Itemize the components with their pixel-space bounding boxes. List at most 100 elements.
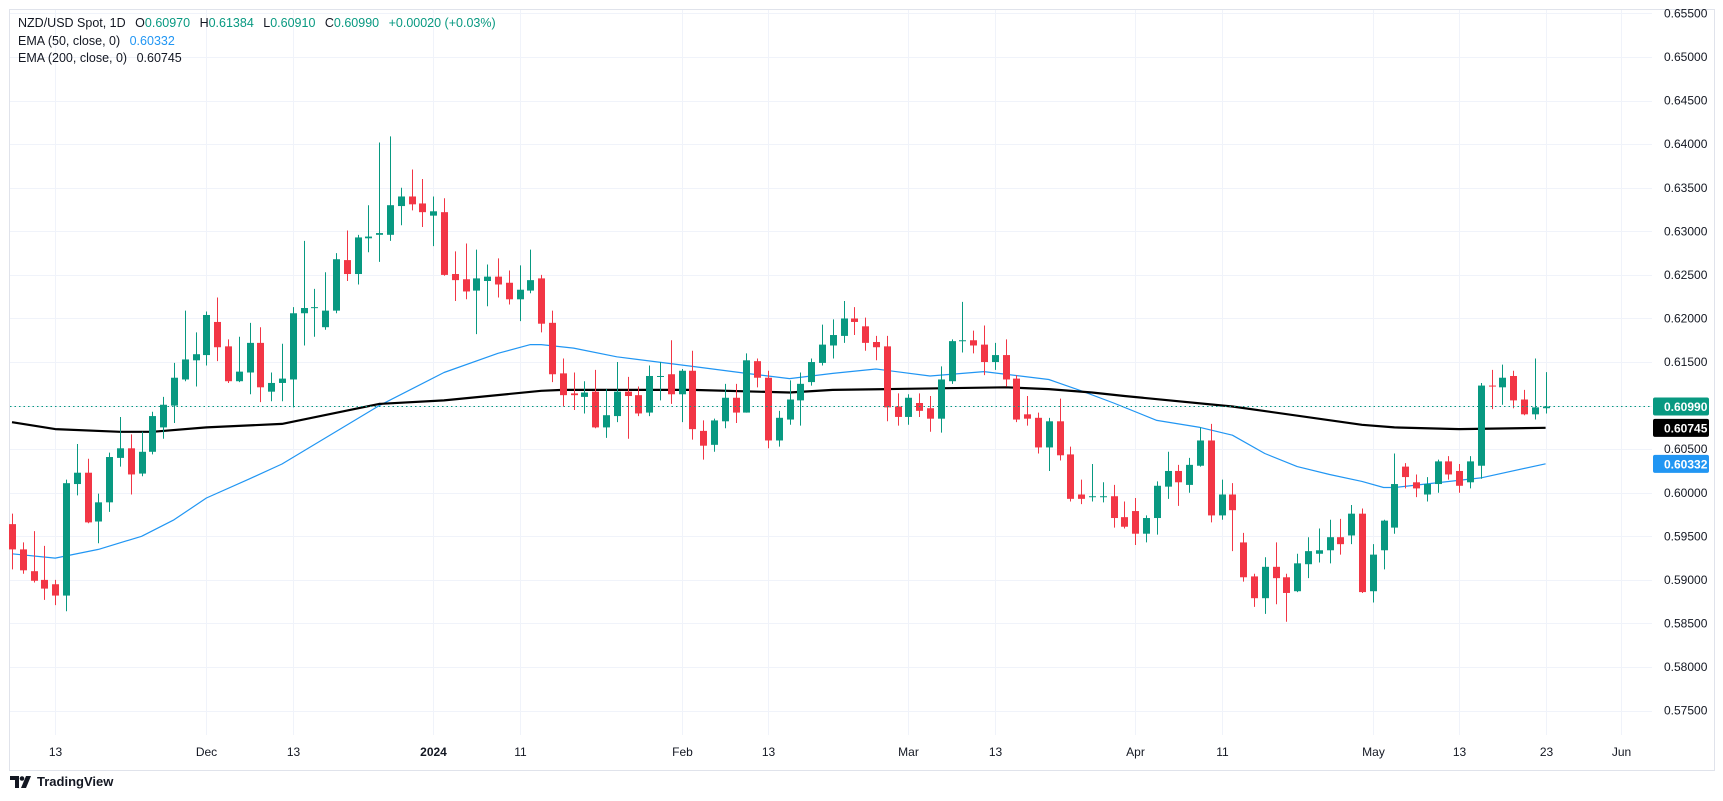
candle[interactable] (711, 418, 718, 452)
candle[interactable] (257, 327, 264, 403)
candle[interactable] (916, 393, 923, 417)
candle[interactable] (1413, 474, 1420, 498)
candle[interactable] (970, 330, 977, 354)
candle[interactable] (808, 358, 815, 386)
candle[interactable] (117, 416, 124, 467)
candle[interactable] (700, 420, 707, 460)
candle[interactable] (31, 531, 38, 583)
candle[interactable] (1197, 427, 1204, 467)
candle[interactable] (365, 205, 372, 253)
candle[interactable] (1273, 542, 1280, 605)
candle[interactable] (1316, 528, 1323, 563)
candle[interactable] (635, 386, 642, 417)
candle[interactable] (1532, 358, 1539, 420)
candle[interactable] (625, 376, 632, 439)
candle[interactable] (41, 545, 48, 600)
candle[interactable] (819, 324, 826, 366)
candle[interactable] (1229, 483, 1236, 552)
candle[interactable] (895, 393, 902, 426)
candle[interactable] (657, 362, 664, 401)
candle[interactable] (959, 301, 966, 353)
candle[interactable] (646, 365, 653, 417)
candle[interactable] (614, 362, 621, 423)
candle[interactable] (581, 381, 588, 414)
legend-ema200-row[interactable]: EMA (200, close, 0) 0.60745 (18, 50, 496, 68)
candle[interactable] (1435, 459, 1442, 493)
candle[interactable] (862, 317, 869, 351)
candle[interactable] (592, 369, 599, 429)
candle[interactable] (905, 394, 912, 425)
candle[interactable] (1489, 369, 1496, 410)
candle[interactable] (1219, 479, 1226, 520)
candle[interactable] (949, 339, 956, 384)
candle[interactable] (927, 396, 934, 432)
candle[interactable] (603, 389, 610, 438)
candle[interactable] (765, 370, 772, 449)
candle[interactable] (387, 136, 394, 241)
candle[interactable] (1456, 463, 1463, 493)
candle[interactable] (1381, 519, 1388, 570)
candle[interactable] (236, 336, 243, 383)
candle[interactable] (830, 319, 837, 359)
candle[interactable] (160, 396, 167, 439)
candle[interactable] (506, 270, 513, 305)
candle[interactable] (1543, 372, 1550, 414)
candle[interactable] (430, 196, 437, 247)
candle[interactable] (63, 479, 70, 612)
candle[interactable] (787, 380, 794, 425)
candle[interactable] (279, 343, 286, 402)
candle[interactable] (1305, 537, 1312, 579)
candle[interactable] (333, 253, 340, 314)
candle[interactable] (733, 383, 740, 424)
candle[interactable] (1402, 463, 1409, 489)
candle[interactable] (171, 362, 178, 424)
candle[interactable] (571, 372, 578, 410)
candle[interactable] (754, 358, 761, 388)
candle[interactable] (1294, 553, 1301, 593)
candle[interactable] (452, 251, 459, 302)
candle[interactable] (981, 325, 988, 376)
candle[interactable] (517, 265, 524, 322)
candle[interactable] (214, 297, 221, 362)
candle[interactable] (409, 169, 416, 211)
candle[interactable] (1089, 463, 1096, 502)
candle[interactable] (689, 350, 696, 440)
candle[interactable] (203, 311, 210, 366)
candle[interactable] (290, 307, 297, 408)
candle[interactable] (95, 493, 102, 544)
candle[interactable] (776, 410, 783, 447)
candle[interactable] (1467, 456, 1474, 489)
candle[interactable] (1003, 339, 1010, 387)
candle[interactable] (419, 179, 426, 227)
candle[interactable] (463, 243, 470, 300)
candle[interactable] (1251, 573, 1258, 607)
candle[interactable] (851, 307, 858, 336)
candle[interactable] (1370, 544, 1377, 603)
candle[interactable] (301, 240, 308, 346)
candle[interactable] (128, 434, 135, 495)
candle[interactable] (268, 372, 275, 402)
candle[interactable] (1283, 573, 1290, 622)
candle[interactable] (1510, 370, 1517, 409)
candle[interactable] (549, 310, 556, 383)
candle[interactable] (20, 542, 27, 574)
candle[interactable] (873, 335, 880, 361)
candle[interactable] (1240, 532, 1247, 582)
candle[interactable] (1046, 417, 1053, 471)
candle[interactable] (1035, 412, 1042, 454)
candle[interactable] (560, 358, 567, 407)
candle[interactable] (1024, 396, 1031, 426)
candle[interactable] (1359, 508, 1366, 593)
candle[interactable] (225, 339, 232, 383)
candle[interactable] (1175, 464, 1182, 506)
candle[interactable] (355, 234, 362, 285)
tradingview-logo[interactable]: TradingView (10, 774, 113, 789)
candle[interactable] (1154, 481, 1161, 535)
candle[interactable] (441, 198, 448, 276)
candle[interactable] (1327, 519, 1334, 564)
candle[interactable] (992, 342, 999, 370)
candle[interactable] (322, 272, 329, 330)
candle[interactable] (1445, 456, 1452, 480)
candle[interactable] (344, 230, 351, 282)
